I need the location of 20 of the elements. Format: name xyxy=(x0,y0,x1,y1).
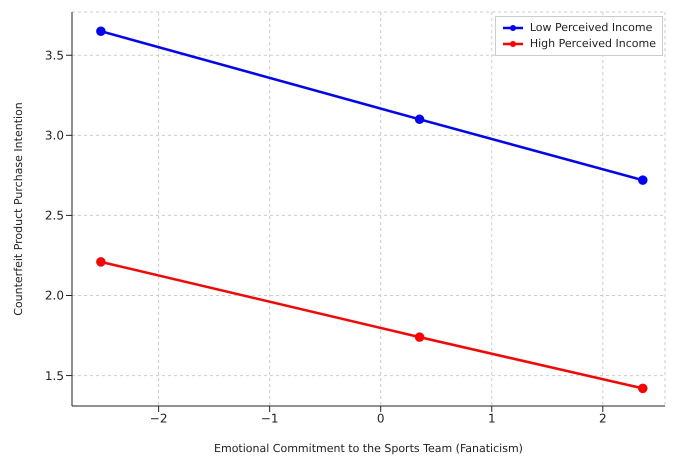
x-axis-title: Emotional Commitment to the Sports Team (Fanaticism) xyxy=(214,442,523,455)
y-tick-label: 2.0 xyxy=(44,288,64,303)
x-tick-label: 0 xyxy=(376,412,385,426)
y-axis-title: Counterfeit Product Purchase Intention xyxy=(12,102,25,316)
point xyxy=(414,332,424,342)
point xyxy=(414,114,424,124)
y-tick-label: 3.0 xyxy=(44,128,64,143)
y-tick-label: 2.5 xyxy=(44,208,64,223)
x-tick-label: −1 xyxy=(260,412,279,426)
y-tick-label: 3.5 xyxy=(44,48,64,63)
x-tick-label: 2 xyxy=(598,412,607,426)
legend-label: Low Perceived Income xyxy=(530,20,652,36)
legend-label: High Perceived Income xyxy=(530,36,656,52)
point xyxy=(638,384,648,394)
x-tick-label: −2 xyxy=(150,412,168,426)
point xyxy=(638,175,648,185)
point xyxy=(96,26,106,36)
y-tick-label: 1.5 xyxy=(44,368,64,383)
x-tick-label: 1 xyxy=(488,412,496,426)
point xyxy=(96,257,106,267)
